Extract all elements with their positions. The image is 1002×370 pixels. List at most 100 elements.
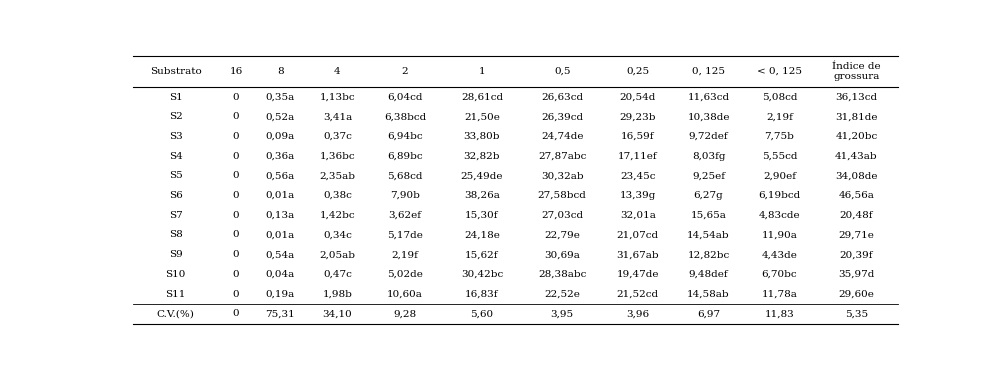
Text: 21,52cd: 21,52cd	[616, 290, 659, 299]
Text: 4,83cde: 4,83cde	[759, 211, 801, 220]
Text: 0,37c: 0,37c	[323, 132, 352, 141]
Text: 0: 0	[232, 132, 239, 141]
Text: 13,39g: 13,39g	[619, 191, 656, 200]
Text: 26,63cd: 26,63cd	[541, 92, 583, 102]
Text: 30,32ab: 30,32ab	[541, 171, 583, 181]
Text: 11,83: 11,83	[765, 309, 795, 318]
Text: 0: 0	[232, 309, 239, 318]
Text: 32,01a: 32,01a	[620, 211, 655, 220]
Text: 6,04cd: 6,04cd	[387, 92, 423, 102]
Text: S4: S4	[168, 152, 182, 161]
Text: 5,02de: 5,02de	[387, 270, 423, 279]
Text: 7,90b: 7,90b	[390, 191, 420, 200]
Text: 27,03cd: 27,03cd	[541, 211, 583, 220]
Text: 15,65a: 15,65a	[690, 211, 726, 220]
Text: 14,54ab: 14,54ab	[687, 231, 729, 239]
Text: 0,5: 0,5	[554, 67, 570, 76]
Text: 16: 16	[229, 67, 242, 76]
Text: 0,47c: 0,47c	[323, 270, 352, 279]
Text: 19,47de: 19,47de	[616, 270, 659, 279]
Text: 11,90a: 11,90a	[762, 231, 798, 239]
Text: 34,08de: 34,08de	[835, 171, 878, 181]
Text: 1,98b: 1,98b	[323, 290, 353, 299]
Text: S9: S9	[168, 250, 182, 259]
Text: 0,35a: 0,35a	[266, 92, 295, 102]
Text: S5: S5	[168, 171, 182, 181]
Text: 6,94bc: 6,94bc	[387, 132, 423, 141]
Text: 0: 0	[232, 211, 239, 220]
Text: 30,69a: 30,69a	[544, 250, 580, 259]
Text: C.V.(%): C.V.(%)	[156, 309, 194, 318]
Text: 0: 0	[232, 171, 239, 181]
Text: 21,07cd: 21,07cd	[616, 231, 659, 239]
Text: 5,35: 5,35	[845, 309, 868, 318]
Text: 6,27g: 6,27g	[693, 191, 723, 200]
Text: 21,50e: 21,50e	[464, 112, 500, 121]
Text: 2,05ab: 2,05ab	[320, 250, 356, 259]
Text: 24,18e: 24,18e	[464, 231, 500, 239]
Text: 0,01a: 0,01a	[266, 191, 295, 200]
Text: 6,97: 6,97	[697, 309, 720, 318]
Text: 0,13a: 0,13a	[266, 211, 295, 220]
Text: 34,10: 34,10	[323, 309, 353, 318]
Text: S1: S1	[168, 92, 182, 102]
Text: 33,80b: 33,80b	[464, 132, 500, 141]
Text: 23,45c: 23,45c	[620, 171, 655, 181]
Text: 31,81de: 31,81de	[835, 112, 878, 121]
Text: S3: S3	[168, 132, 182, 141]
Text: 0, 125: 0, 125	[692, 67, 725, 76]
Text: 15,62f: 15,62f	[465, 250, 499, 259]
Text: S10: S10	[165, 270, 185, 279]
Text: 11,63cd: 11,63cd	[687, 92, 729, 102]
Text: 10,38de: 10,38de	[687, 112, 729, 121]
Text: 5,60: 5,60	[470, 309, 494, 318]
Text: 3,41a: 3,41a	[323, 112, 352, 121]
Text: 30,42bc: 30,42bc	[461, 270, 503, 279]
Text: 26,39cd: 26,39cd	[541, 112, 583, 121]
Text: 27,87abc: 27,87abc	[538, 152, 586, 161]
Text: 36,13cd: 36,13cd	[836, 92, 878, 102]
Text: 46,56a: 46,56a	[839, 191, 875, 200]
Text: 16,59f: 16,59f	[621, 132, 654, 141]
Text: 1: 1	[479, 67, 485, 76]
Text: 0,54a: 0,54a	[266, 250, 295, 259]
Text: 22,52e: 22,52e	[544, 290, 580, 299]
Text: Índice de
grossura: Índice de grossura	[832, 62, 881, 81]
Text: 9,28: 9,28	[394, 309, 417, 318]
Text: 3,95: 3,95	[551, 309, 574, 318]
Text: 29,71e: 29,71e	[839, 231, 875, 239]
Text: 2,19f: 2,19f	[392, 250, 419, 259]
Text: 6,38bcd: 6,38bcd	[384, 112, 426, 121]
Text: 20,39f: 20,39f	[840, 250, 873, 259]
Text: 6,89bc: 6,89bc	[387, 152, 423, 161]
Text: 1,13bc: 1,13bc	[320, 92, 356, 102]
Text: S2: S2	[168, 112, 182, 121]
Text: 5,55cd: 5,55cd	[762, 152, 798, 161]
Text: 29,60e: 29,60e	[839, 290, 875, 299]
Text: 8: 8	[277, 67, 284, 76]
Text: 1,42bc: 1,42bc	[320, 211, 356, 220]
Text: 0: 0	[232, 92, 239, 102]
Text: 25,49de: 25,49de	[461, 171, 503, 181]
Text: S6: S6	[168, 191, 182, 200]
Text: 27,58bcd: 27,58bcd	[538, 191, 586, 200]
Text: S11: S11	[165, 290, 185, 299]
Text: 0: 0	[232, 152, 239, 161]
Text: 9,48def: 9,48def	[688, 270, 728, 279]
Text: 0,25: 0,25	[626, 67, 649, 76]
Text: 6,19bcd: 6,19bcd	[759, 191, 801, 200]
Text: 0,56a: 0,56a	[266, 171, 295, 181]
Text: 1,36bc: 1,36bc	[320, 152, 356, 161]
Text: 16,83f: 16,83f	[465, 290, 499, 299]
Text: 0,36a: 0,36a	[266, 152, 295, 161]
Text: 9,25ef: 9,25ef	[692, 171, 725, 181]
Text: 29,23b: 29,23b	[619, 112, 656, 121]
Text: 0,52a: 0,52a	[266, 112, 295, 121]
Text: 7,75b: 7,75b	[765, 132, 795, 141]
Text: 0,19a: 0,19a	[266, 290, 295, 299]
Text: 75,31: 75,31	[266, 309, 296, 318]
Text: 9,72def: 9,72def	[688, 132, 728, 141]
Text: 2,90ef: 2,90ef	[763, 171, 796, 181]
Text: 0,04a: 0,04a	[266, 270, 295, 279]
Text: 14,58ab: 14,58ab	[687, 290, 729, 299]
